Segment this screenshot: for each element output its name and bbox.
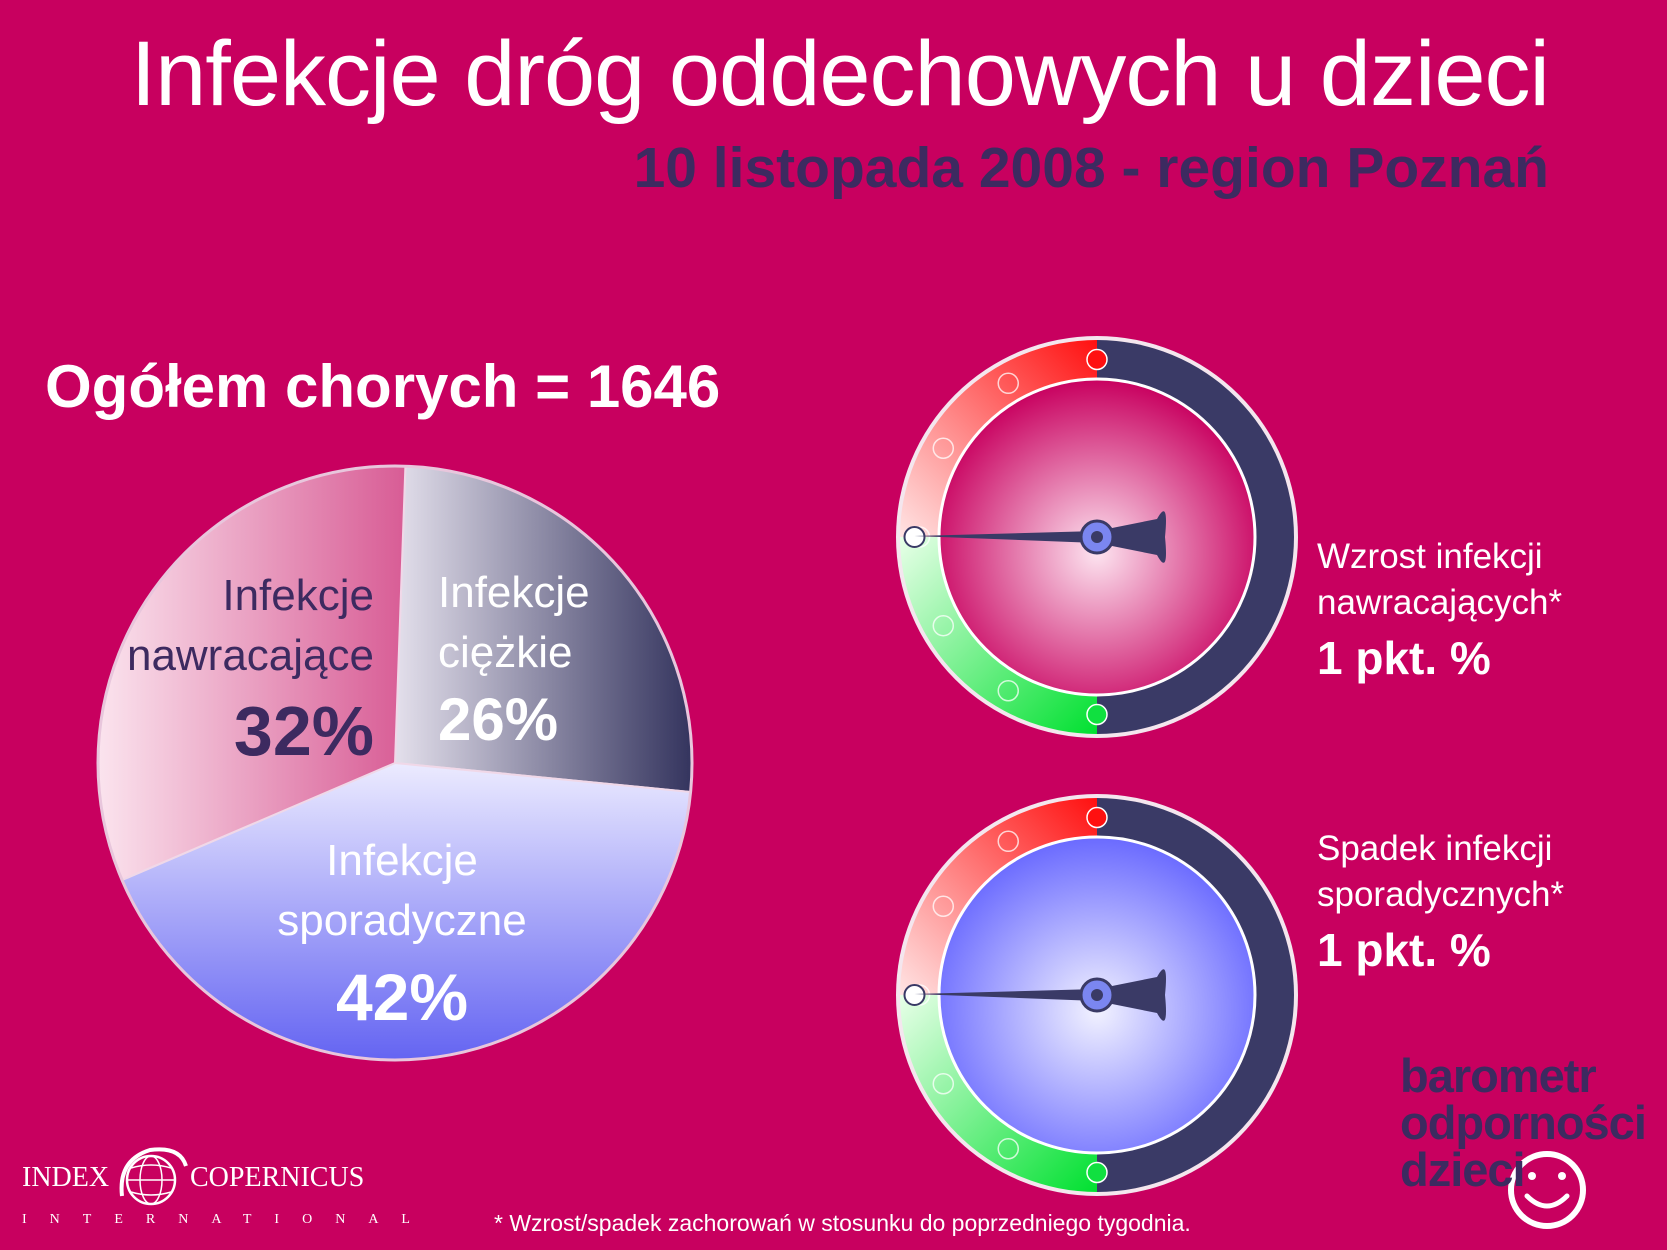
slice-heavy-value: 26% bbox=[438, 686, 558, 753]
slice-recurrent-label-1: Infekcje bbox=[222, 571, 374, 620]
barometr-logo: barometr odporności dzieci bbox=[1400, 1049, 1647, 1196]
gauge-sporadic bbox=[896, 794, 1298, 1196]
slice-recurrent-value: 32% bbox=[234, 692, 374, 770]
slice-sporadic-value: 42% bbox=[336, 960, 468, 1034]
gauge-sporadic-caption: Spadek infekcji sporadycznych* 1 pkt. % bbox=[1317, 826, 1564, 982]
slice-heavy-label-1: Infekcje bbox=[438, 568, 590, 617]
pie-chart: Infekcje ciężkie 26% Infekcje sporadyczn… bbox=[96, 464, 694, 1062]
smiley-logo-icon bbox=[1508, 1151, 1586, 1229]
slice-recurrent-label-2: nawracające bbox=[127, 631, 374, 680]
gauge-sporadic-line2: sporadycznych* bbox=[1317, 875, 1565, 914]
logo-line1: barometr bbox=[1400, 1049, 1597, 1102]
footnote: * Wzrost/spadek zachorowań w stosunku do… bbox=[494, 1210, 1191, 1236]
globe-icon bbox=[119, 1147, 188, 1206]
page-subtitle: 10 listopada 2008 - region Poznań bbox=[633, 136, 1549, 200]
gauge-recurrent-caption: Wzrost infekcji nawracających* 1 pkt. % bbox=[1317, 534, 1562, 690]
publisher-name-left: INDEX bbox=[22, 1162, 110, 1193]
publisher-name-right: COPERNICUS bbox=[190, 1162, 365, 1193]
slice-sporadic-label-2: sporadyczne bbox=[277, 896, 526, 945]
gauge-recurrent-value: 1 pkt. % bbox=[1317, 632, 1491, 684]
total-patients-label: Ogółem chorych = 1646 bbox=[45, 353, 721, 420]
gauge-sporadic-line1: Spadek infekcji bbox=[1317, 829, 1553, 868]
logo-line3: dzieci bbox=[1400, 1143, 1526, 1196]
logo-line2: odporności bbox=[1400, 1096, 1647, 1149]
gauge-recurrent-line2: nawracających* bbox=[1317, 583, 1563, 622]
gauge-recurrent bbox=[896, 336, 1298, 738]
gauge-sporadic-value: 1 pkt. % bbox=[1317, 924, 1491, 976]
publisher-sub: INTERNATIONAL bbox=[22, 1212, 433, 1227]
page-title: Infekcje dróg oddechowych u dzieci bbox=[130, 23, 1550, 125]
slice-sporadic-label-1: Infekcje bbox=[326, 836, 478, 885]
slice-heavy-label-2: ciężkie bbox=[438, 628, 573, 677]
gauge-recurrent-line1: Wzrost infekcji bbox=[1317, 537, 1543, 576]
